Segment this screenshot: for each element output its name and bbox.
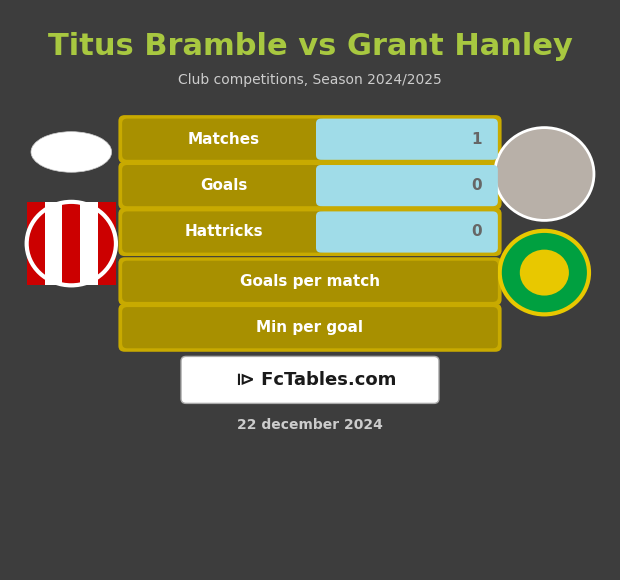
FancyBboxPatch shape: [181, 356, 439, 404]
Text: 1: 1: [471, 132, 482, 147]
Bar: [45, 202, 63, 285]
FancyBboxPatch shape: [316, 118, 498, 160]
Bar: [27, 202, 45, 285]
Bar: [98, 202, 116, 285]
FancyBboxPatch shape: [316, 212, 498, 253]
Text: Club competitions, Season 2024/2025: Club competitions, Season 2024/2025: [178, 73, 442, 87]
Circle shape: [520, 249, 569, 296]
FancyBboxPatch shape: [316, 216, 325, 248]
FancyBboxPatch shape: [122, 261, 498, 302]
Text: Hattricks: Hattricks: [185, 224, 264, 240]
Text: Goals per match: Goals per match: [240, 274, 380, 289]
Ellipse shape: [31, 132, 112, 172]
FancyBboxPatch shape: [316, 123, 325, 155]
Circle shape: [27, 202, 116, 285]
FancyBboxPatch shape: [316, 169, 325, 201]
FancyBboxPatch shape: [122, 118, 326, 160]
FancyBboxPatch shape: [122, 307, 498, 348]
FancyBboxPatch shape: [118, 115, 502, 164]
Text: 0: 0: [471, 178, 482, 193]
Bar: [63, 202, 80, 285]
Circle shape: [495, 128, 594, 220]
FancyBboxPatch shape: [118, 161, 502, 209]
FancyBboxPatch shape: [118, 258, 502, 305]
Text: Min per goal: Min per goal: [257, 320, 363, 335]
Text: Matches: Matches: [188, 132, 260, 147]
FancyBboxPatch shape: [122, 165, 326, 206]
Text: 0: 0: [471, 224, 482, 240]
FancyBboxPatch shape: [118, 304, 502, 351]
FancyBboxPatch shape: [122, 212, 326, 253]
Text: ⧐ FcTables.com: ⧐ FcTables.com: [236, 371, 396, 389]
Circle shape: [500, 231, 589, 314]
Text: Goals: Goals: [200, 178, 248, 193]
Bar: [80, 202, 98, 285]
Text: Titus Bramble vs Grant Hanley: Titus Bramble vs Grant Hanley: [48, 32, 572, 61]
FancyBboxPatch shape: [316, 165, 498, 206]
Text: 22 december 2024: 22 december 2024: [237, 418, 383, 432]
FancyBboxPatch shape: [118, 208, 502, 256]
